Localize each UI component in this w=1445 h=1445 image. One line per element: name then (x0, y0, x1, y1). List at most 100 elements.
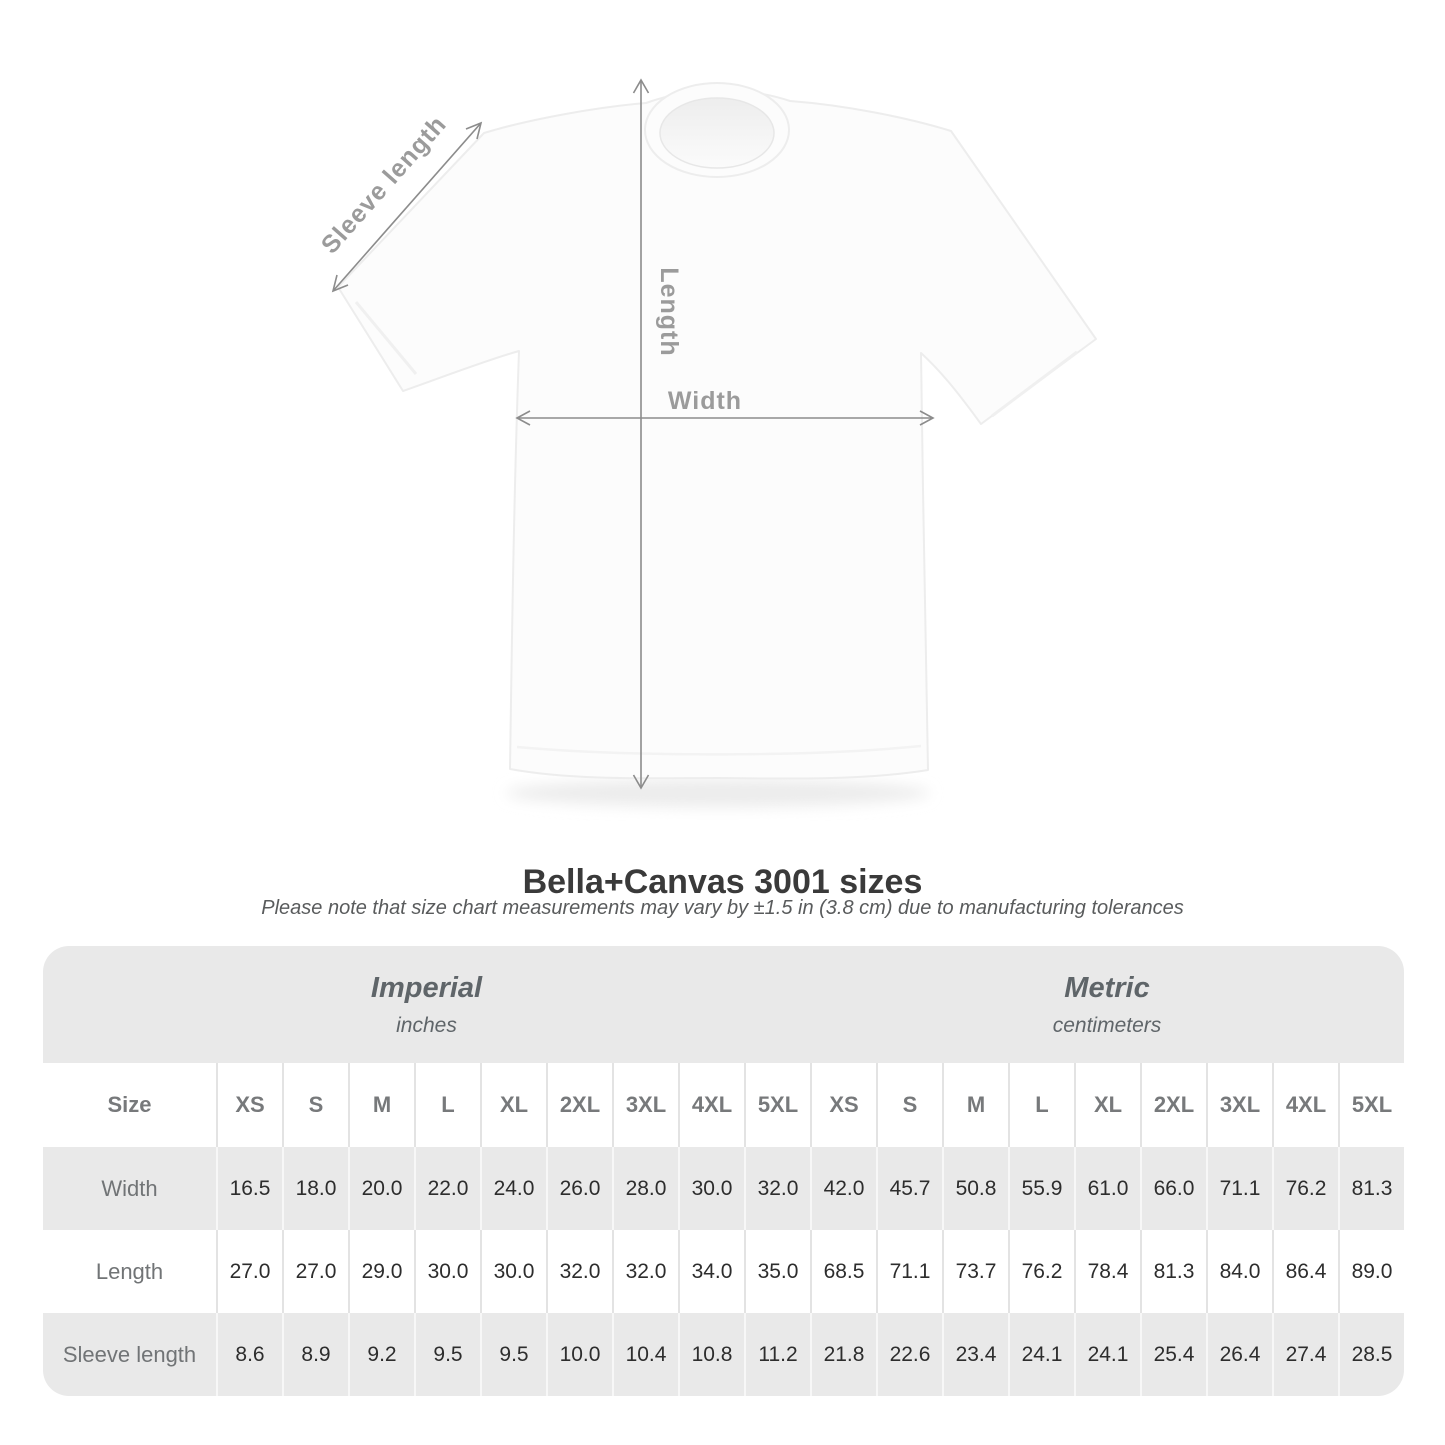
measurement-cell: 9.2 (348, 1313, 414, 1396)
measurement-cell: 9.5 (480, 1313, 546, 1396)
measurement-cell: 81.3 (1140, 1230, 1206, 1313)
row-label: Length (43, 1230, 216, 1313)
measurement-row: Length 27.0 27.0 29.0 30.0 30.0 32.0 32.0 34.0 35… (43, 1230, 1404, 1313)
measurement-row: Sleeve length 8.6 8.9 9.2 9.5 9.5 10.0 10.4 10.8… (43, 1313, 1404, 1396)
measurement-cell: 55.9 (1008, 1147, 1074, 1230)
width-arrow (515, 410, 935, 426)
measurement-cell: 84.0 (1206, 1230, 1272, 1313)
row-label: Width (43, 1147, 216, 1230)
measurement-cell: 30.0 (414, 1230, 480, 1313)
measurement-cell: 66.0 (1140, 1147, 1206, 1230)
row-label: Sleeve length (43, 1313, 216, 1396)
collar-opening (659, 97, 775, 169)
size-header-cell: 2XL (1140, 1063, 1206, 1147)
measurement-cell: 21.8 (810, 1313, 876, 1396)
measurement-cell: 42.0 (810, 1147, 876, 1230)
width-label: Width (668, 387, 742, 415)
size-header-cell: XS (216, 1063, 282, 1147)
measurement-cell: 28.0 (612, 1147, 678, 1230)
measurement-cell: 8.6 (216, 1313, 282, 1396)
measurement-cell: 26.0 (546, 1147, 612, 1230)
measurement-cell: 10.8 (678, 1313, 744, 1396)
size-corner-label: Size (43, 1063, 216, 1147)
tolerance-note: Please note that size chart measurements… (261, 897, 1184, 919)
metric-unit-label: centimeters (1052, 1013, 1162, 1037)
size-chart-table: Imperial inches Metric centimeters Size … (43, 946, 1404, 1396)
size-header-cell: XL (480, 1063, 546, 1147)
measurement-cell: 30.0 (678, 1147, 744, 1230)
imperial-unit-label: inches (396, 1013, 457, 1037)
measurement-cell: 27.0 (216, 1230, 282, 1313)
measurement-cell: 27.4 (1272, 1313, 1338, 1396)
measurement-cell: 10.4 (612, 1313, 678, 1396)
measurement-cell: 24.1 (1074, 1313, 1140, 1396)
measurement-cell: 24.1 (1008, 1313, 1074, 1396)
size-header-cell: 3XL (1206, 1063, 1272, 1147)
size-header-row: Size XS S M L XL 2XL 3XL 4XL 5XL XS S M L XL 2XL 3XL 4XL… (43, 1063, 1404, 1147)
size-header-cell: XL (1074, 1063, 1140, 1147)
size-header-cell: M (942, 1063, 1008, 1147)
measurement-cell: 45.7 (876, 1147, 942, 1230)
measurement-cell: 24.0 (480, 1147, 546, 1230)
measurement-cell: 71.1 (1206, 1147, 1272, 1230)
size-header-cell: 4XL (1272, 1063, 1338, 1147)
measurement-cell: 26.4 (1206, 1313, 1272, 1396)
shirt-shadow (506, 779, 930, 807)
measurement-cell: 9.5 (414, 1313, 480, 1396)
size-header-cell: L (414, 1063, 480, 1147)
measurement-cell: 35.0 (744, 1230, 810, 1313)
size-header-cell: 5XL (744, 1063, 810, 1147)
page-title: Bella+Canvas 3001 sizes (522, 863, 923, 901)
unit-group-row: Imperial inches Metric centimeters (43, 946, 1404, 1063)
metric-group-header: Metric centimeters (810, 946, 1404, 1063)
measurement-cell: 73.7 (942, 1230, 1008, 1313)
size-header-cell: 5XL (1338, 1063, 1404, 1147)
size-header-cell: 2XL (546, 1063, 612, 1147)
measurement-cell: 25.4 (1140, 1313, 1206, 1396)
measurement-cell: 61.0 (1074, 1147, 1140, 1230)
measurement-cell: 32.0 (612, 1230, 678, 1313)
measurement-cell: 86.4 (1272, 1230, 1338, 1313)
measurement-cell: 29.0 (348, 1230, 414, 1313)
sleeve-length-arrow (331, 121, 483, 293)
imperial-group-header: Imperial inches (43, 946, 810, 1063)
size-header-cell: M (348, 1063, 414, 1147)
measurement-cell: 81.3 (1338, 1147, 1404, 1230)
measurement-row: Width 16.5 18.0 20.0 22.0 24.0 26.0 28.0 30.0 32.… (43, 1147, 1404, 1230)
measurement-cell: 34.0 (678, 1230, 744, 1313)
measurement-cell: 32.0 (546, 1230, 612, 1313)
length-arrow (632, 78, 650, 790)
measurement-arrows (331, 78, 935, 790)
tshirt-diagram: Sleeve length Length Width (316, 78, 1097, 807)
measurement-cell: 8.9 (282, 1313, 348, 1396)
metric-label: Metric (1064, 971, 1150, 1004)
measurement-cell: 28.5 (1338, 1313, 1404, 1396)
measurement-cell: 27.0 (282, 1230, 348, 1313)
measurement-cell: 30.0 (480, 1230, 546, 1313)
measurement-cell: 68.5 (810, 1230, 876, 1313)
measurement-cell: 22.6 (876, 1313, 942, 1396)
size-header-cell: 3XL (612, 1063, 678, 1147)
measurement-cell: 76.2 (1008, 1230, 1074, 1313)
measurement-cell: 76.2 (1272, 1147, 1338, 1230)
measurement-cell: 20.0 (348, 1147, 414, 1230)
measurement-cell: 11.2 (744, 1313, 810, 1396)
size-header-cell: L (1008, 1063, 1074, 1147)
measurement-cell: 78.4 (1074, 1230, 1140, 1313)
measurement-cell: 22.0 (414, 1147, 480, 1230)
measurement-cell: 71.1 (876, 1230, 942, 1313)
imperial-label: Imperial (370, 971, 483, 1004)
measurement-cell: 89.0 (1338, 1230, 1404, 1313)
measurement-cell: 10.0 (546, 1313, 612, 1396)
measurement-cell: 23.4 (942, 1313, 1008, 1396)
measurement-cell: 50.8 (942, 1147, 1008, 1230)
size-header-cell: 4XL (678, 1063, 744, 1147)
measurement-cell: 32.0 (744, 1147, 810, 1230)
measurement-cell: 16.5 (216, 1147, 282, 1230)
size-header-cell: S (282, 1063, 348, 1147)
size-header-cell: S (876, 1063, 942, 1147)
length-label: Length (655, 267, 683, 356)
size-header-cell: XS (810, 1063, 876, 1147)
measurement-cell: 18.0 (282, 1147, 348, 1230)
